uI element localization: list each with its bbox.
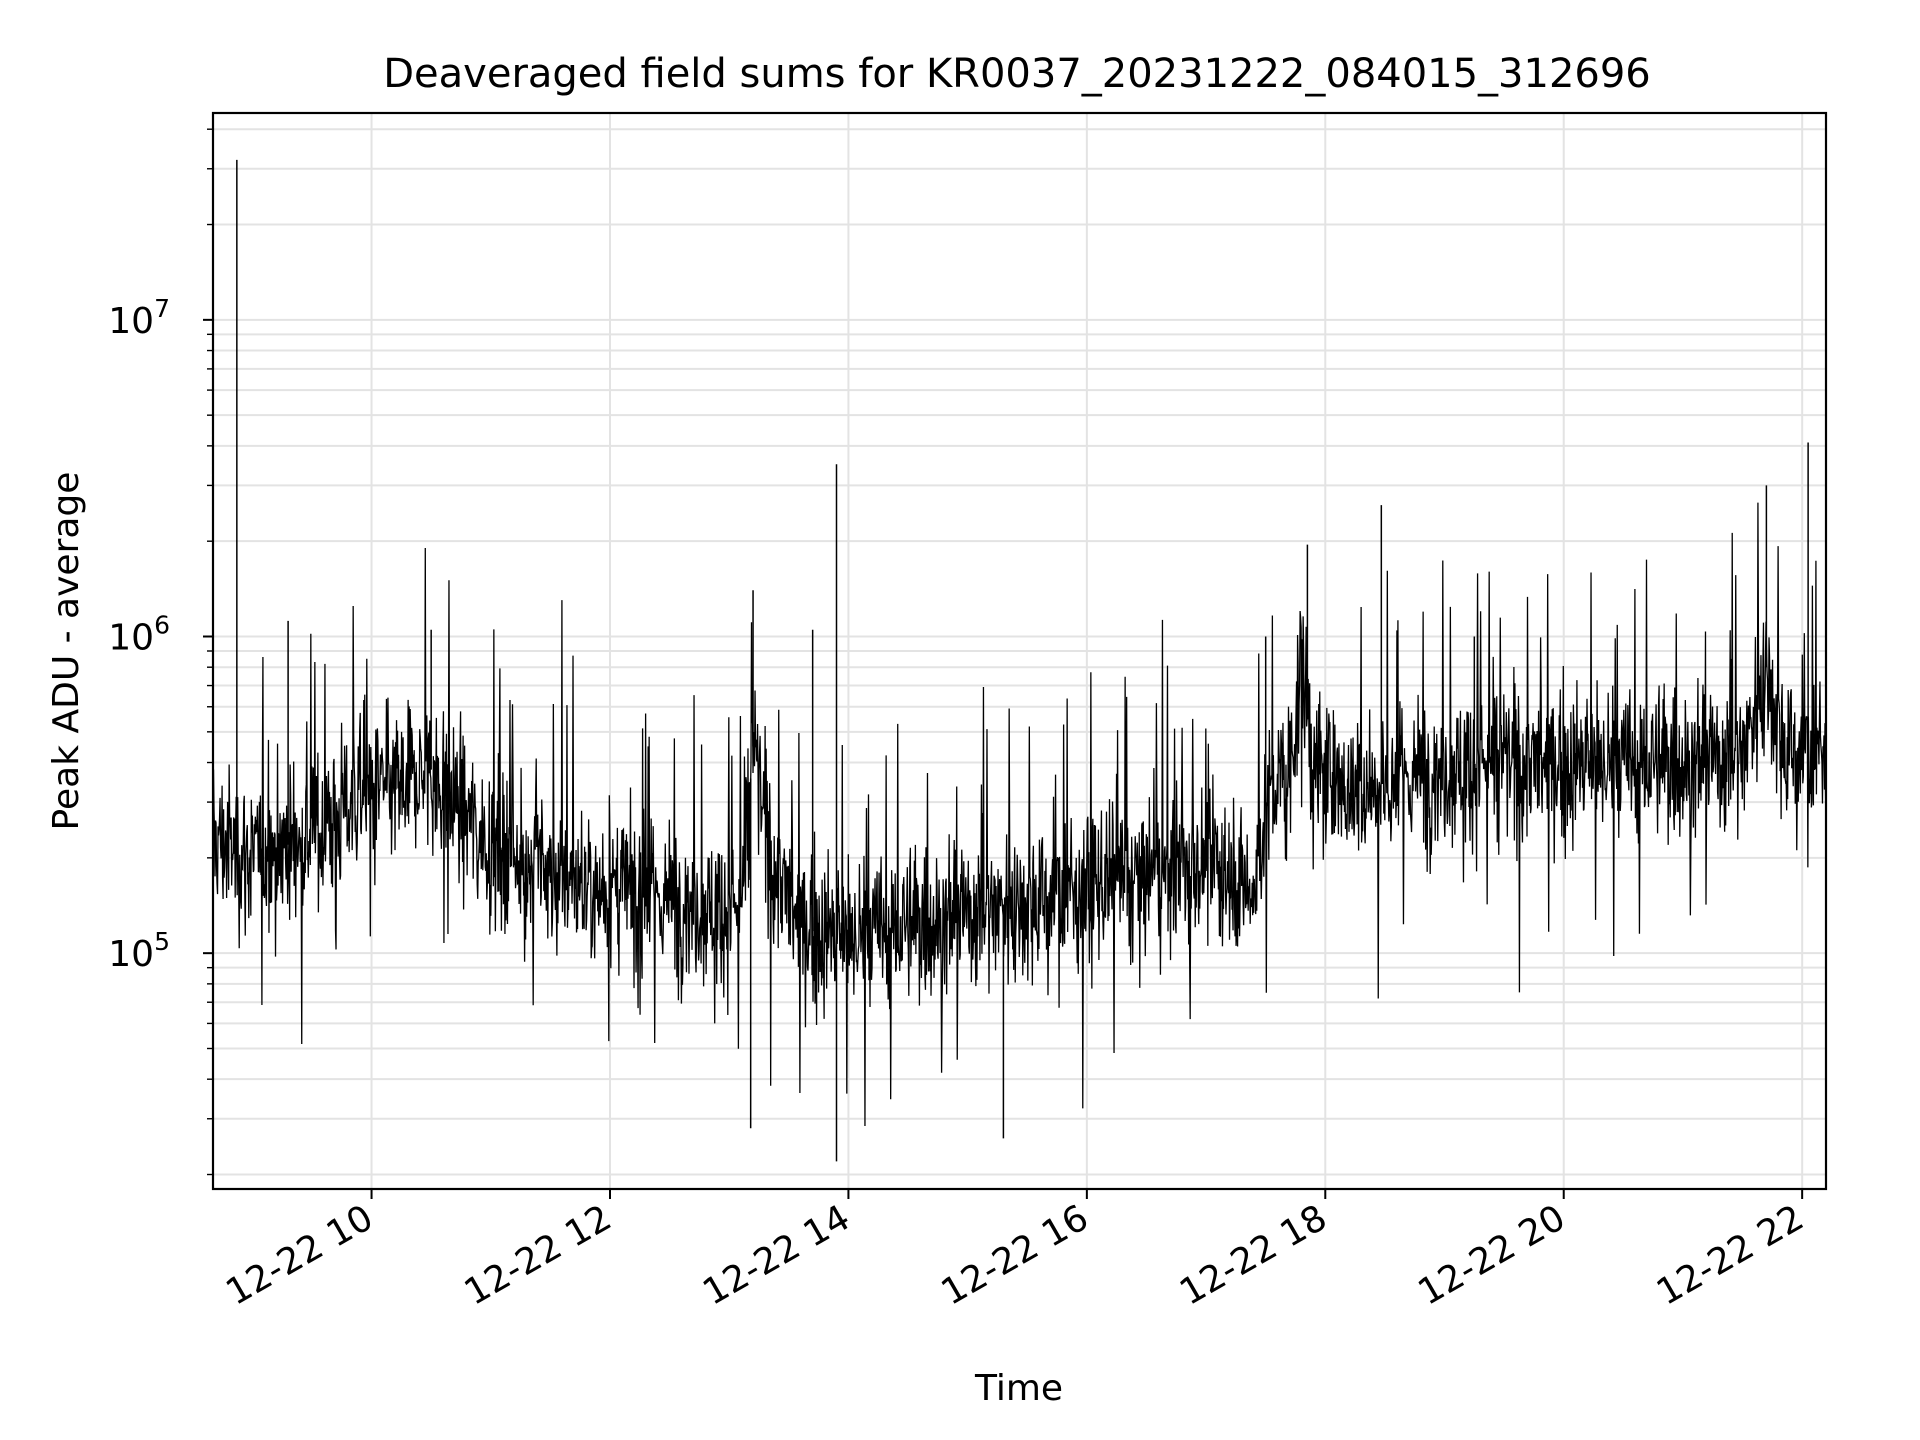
y-tick-label: 106 — [108, 611, 170, 659]
y-axis-ticks: 105 106 107 — [108, 128, 213, 1176]
x-tick-label: 12-22 20 — [1412, 1197, 1573, 1313]
x-axis-label: Time — [974, 1368, 1063, 1409]
x-tick-label: 12-22 16 — [935, 1197, 1096, 1313]
x-tick-label: 12-22 18 — [1173, 1197, 1334, 1313]
x-tick-label: 12-22 14 — [696, 1197, 857, 1313]
chart-title: Deaveraged field sums for KR0037_2023122… — [383, 51, 1651, 97]
y-tick-label: 105 — [108, 927, 170, 975]
x-tick-label: 12-22 10 — [219, 1197, 380, 1313]
data-series-line — [213, 502, 1826, 1127]
y-axis-label: Peak ADU - average — [46, 472, 87, 831]
series-layer — [213, 159, 1826, 1162]
x-tick-label: 12-22 22 — [1650, 1197, 1811, 1313]
grid-lines — [213, 113, 1826, 1189]
y-tick-label: 107 — [108, 294, 170, 342]
x-axis-ticks: 12-22 10 12-22 12 12-22 14 12-22 16 12-22 18… — [219, 1189, 1811, 1314]
x-tick-label: 12-22 12 — [458, 1197, 619, 1313]
